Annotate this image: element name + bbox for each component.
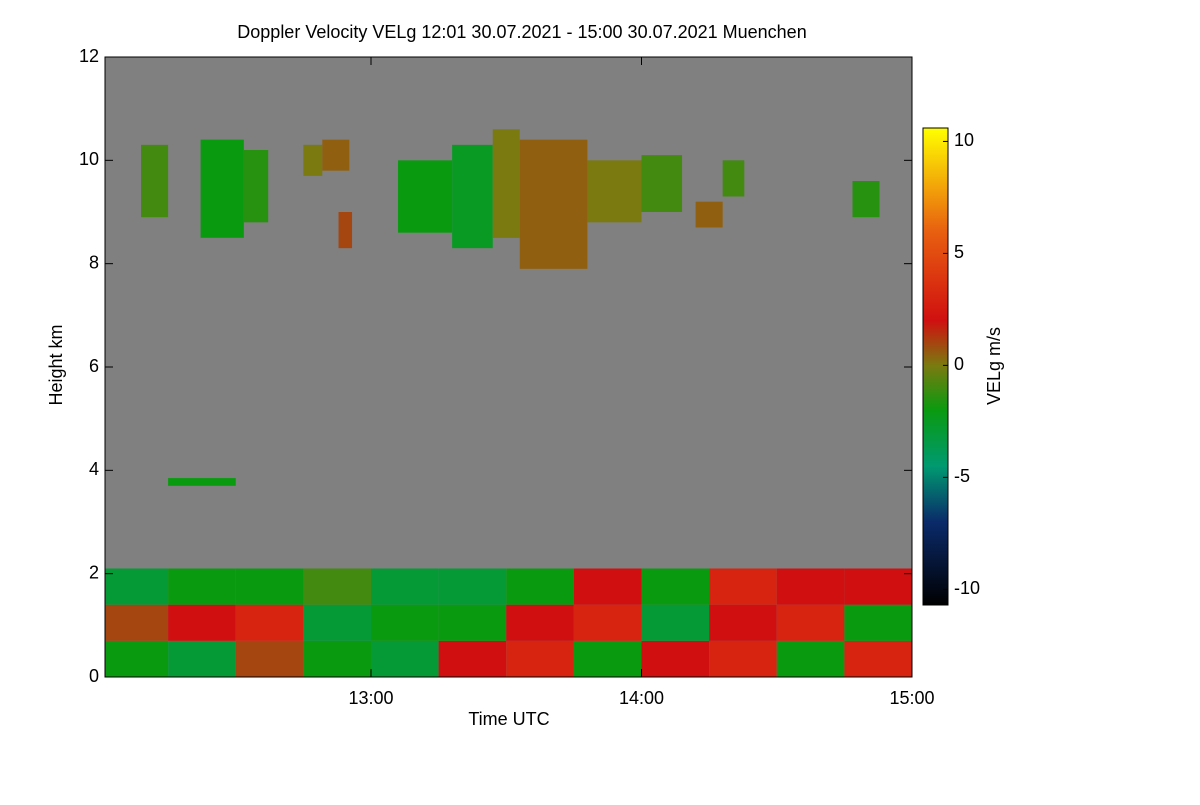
heatmap-cell xyxy=(844,604,912,641)
y-tick-label: 0 xyxy=(89,666,99,686)
heatmap-cell xyxy=(303,144,323,176)
heatmap-cell xyxy=(370,568,439,605)
heatmap-cell xyxy=(641,640,710,677)
heatmap-cell xyxy=(506,640,574,677)
heatmap-cell xyxy=(235,640,304,677)
y-tick-label: 6 xyxy=(89,356,99,376)
y-tick-label: 4 xyxy=(89,459,99,479)
heatmap-cell xyxy=(709,568,777,605)
x-tick-label: 14:00 xyxy=(619,688,664,708)
heatmap-cell xyxy=(519,139,588,269)
heatmap-cell xyxy=(641,155,683,212)
heatmap-cell xyxy=(709,640,777,677)
colorbar-tick-label: -10 xyxy=(954,578,980,598)
heatmap-cell xyxy=(776,568,845,605)
heatmap-cell xyxy=(303,640,371,677)
x-tick-label: 13:00 xyxy=(348,688,393,708)
heatmap-cell xyxy=(168,568,236,605)
heatmap-cell xyxy=(168,604,236,641)
heatmap-cell xyxy=(695,201,723,228)
y-tick-label: 12 xyxy=(79,46,99,66)
x-axis-label: Time UTC xyxy=(468,709,549,729)
chart-title: Doppler Velocity VELg 12:01 30.07.2021 -… xyxy=(237,22,806,42)
colorbar-tick-label: 0 xyxy=(954,354,964,374)
heatmap-cell xyxy=(776,640,845,677)
heatmap-cell xyxy=(709,604,777,641)
heatmap-cell xyxy=(438,604,507,641)
heatmap-cell xyxy=(573,604,642,641)
heatmap-cell xyxy=(844,568,912,605)
heatmap-cell xyxy=(303,604,371,641)
heatmap-cell xyxy=(141,144,169,218)
heatmap-cell xyxy=(506,568,574,605)
heatmap-cell xyxy=(452,144,493,249)
y-tick-label: 2 xyxy=(89,562,99,582)
heatmap-cell xyxy=(322,139,350,171)
colorbar-tick-label: 5 xyxy=(954,242,964,262)
x-tick-label: 15:00 xyxy=(889,688,934,708)
colorbar-tick-label: 10 xyxy=(954,130,974,150)
heatmap-cell xyxy=(722,160,745,197)
colorbar-tick-label: -5 xyxy=(954,466,970,486)
heatmap-cell xyxy=(587,160,642,223)
heatmap-cell xyxy=(370,604,439,641)
heatmap-cell xyxy=(844,640,912,677)
heatmap-cell xyxy=(235,568,304,605)
heatmap-cell xyxy=(338,212,353,249)
heatmap-cell xyxy=(506,604,574,641)
heatmap-cell xyxy=(398,160,453,233)
heatmap-cell xyxy=(105,568,169,605)
heatmap-cell xyxy=(492,129,520,238)
heatmap-cell xyxy=(776,604,845,641)
heatmap-cell xyxy=(105,640,169,677)
colorbar-label: VELg m/s xyxy=(984,327,1004,405)
y-tick-label: 8 xyxy=(89,252,99,272)
heatmap-cell xyxy=(438,568,507,605)
heatmap-cell xyxy=(438,640,507,677)
heatmap-cell xyxy=(573,568,642,605)
heatmap-cell xyxy=(243,150,269,223)
heatmap-cell xyxy=(641,604,710,641)
heatmap-cell xyxy=(852,181,880,218)
colorbar xyxy=(922,127,949,606)
heatmap-cell xyxy=(168,478,236,486)
heatmap-cell xyxy=(105,604,169,641)
heatmap-cell xyxy=(235,604,304,641)
heatmap-cell xyxy=(370,640,439,677)
y-tick-label: 10 xyxy=(79,149,99,169)
heatmap-cell xyxy=(303,568,371,605)
y-axis-label: Height km xyxy=(46,324,66,405)
heatmap-cell xyxy=(641,568,710,605)
heatmap-cell xyxy=(200,139,244,238)
heatmap-cell xyxy=(573,640,642,677)
heatmap-cell xyxy=(168,640,236,677)
